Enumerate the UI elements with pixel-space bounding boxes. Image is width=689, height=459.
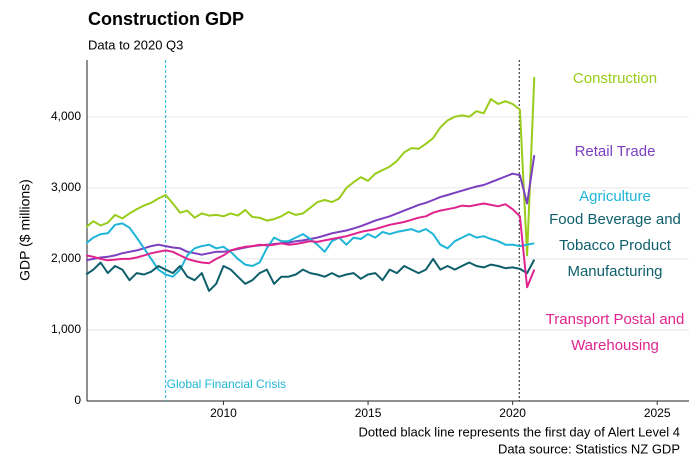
y-axis-label: GDP ($ millions): [17, 179, 33, 281]
note: Data source: Statistics NZ GDP: [498, 441, 680, 456]
series-line: [85, 257, 536, 292]
series-line: [85, 77, 536, 257]
annotation: Global Financial Crisis: [167, 377, 286, 391]
legend-label: Construction: [572, 70, 658, 87]
y-tick-label: 2,000: [51, 251, 81, 265]
legend-label: Transport Postal and Warehousing: [545, 311, 685, 354]
y-tick-label: 3,000: [51, 180, 81, 194]
series-line: [85, 202, 536, 289]
chart-subtitle: Data to 2020 Q3: [88, 37, 183, 52]
x-tick-label: 2025: [644, 406, 671, 420]
legend-label: Agriculture: [579, 188, 651, 205]
note: Dotted black line represents the first d…: [358, 424, 680, 439]
x-tick-label: 2020: [499, 406, 526, 420]
x-tick-label: 2015: [355, 406, 382, 420]
chart-title: Construction GDP: [88, 9, 244, 29]
series-line: [85, 222, 535, 278]
y-tick-label: 0: [74, 393, 81, 407]
y-tick-label: 4,000: [51, 109, 81, 123]
legend-label: Food Beverage and Tobacco Product Manufa…: [549, 211, 681, 280]
y-tick-label: 1,000: [51, 322, 81, 336]
legend-label: Retail Trade: [574, 143, 656, 160]
x-tick-label: 2010: [210, 406, 237, 420]
